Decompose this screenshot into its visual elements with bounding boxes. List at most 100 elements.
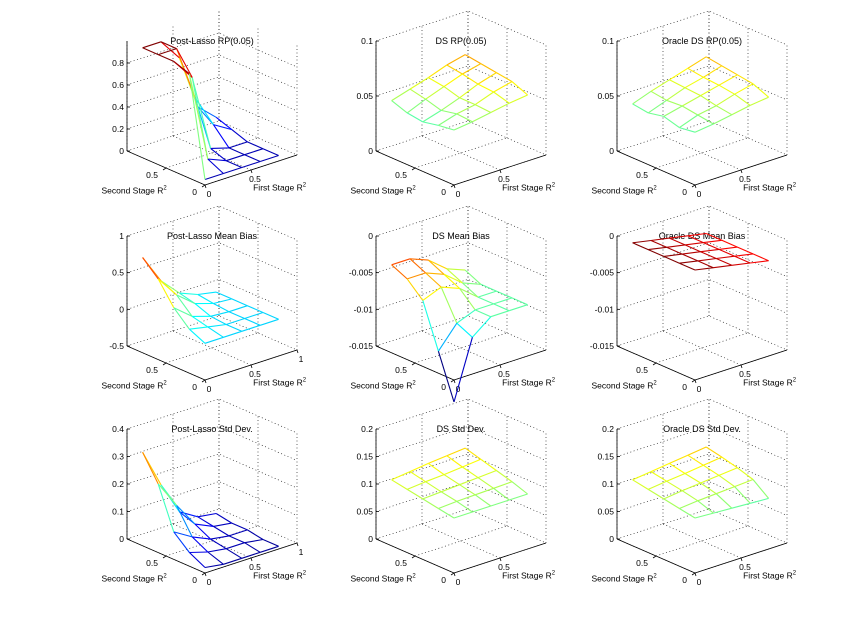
mesh-segment [425, 98, 442, 111]
mesh-segment [459, 97, 476, 106]
x-tick [204, 572, 207, 577]
mesh-segment [681, 105, 699, 116]
mesh-segment [477, 296, 494, 305]
mesh-segment [244, 148, 264, 156]
x-tick [453, 379, 456, 384]
y-axis-label: Second Stage R2 [101, 185, 167, 195]
y-axis-label: Second Stage R2 [591, 573, 657, 583]
mesh-segment [663, 498, 680, 509]
surface-mesh [391, 54, 528, 131]
mesh-segment [428, 455, 448, 464]
mesh-segment [650, 239, 667, 248]
mesh-segment [632, 90, 652, 105]
mesh-segment [493, 487, 510, 501]
mesh-segment [443, 86, 460, 99]
mesh-segment [406, 278, 424, 301]
mesh-segment [244, 317, 261, 326]
x-axis-label: First Stage R2 [253, 571, 307, 581]
mesh-segment [262, 311, 279, 320]
mesh-segment [406, 98, 426, 114]
mesh-segment [464, 54, 482, 65]
mesh-segment [453, 337, 473, 403]
mesh-segment [176, 505, 193, 538]
y-tick-label: 0.5 [395, 170, 407, 180]
y-tick [411, 555, 416, 559]
mesh-segment [194, 523, 214, 527]
mesh-segment [446, 447, 466, 457]
mesh-segment [176, 48, 193, 78]
mesh-segment [215, 291, 233, 300]
mesh-segment [409, 88, 426, 100]
mesh-segment [409, 258, 426, 274]
mesh-segment [425, 272, 445, 275]
x-tick [740, 557, 743, 562]
mesh-segment [632, 242, 649, 251]
mesh-segment [687, 454, 704, 466]
mesh-segment [474, 309, 492, 318]
mesh-segment [684, 87, 701, 97]
mesh-segment [192, 536, 211, 540]
mesh-segment [228, 535, 245, 544]
mesh-segment [456, 500, 473, 513]
x-axis-label: First Stage R2 [743, 571, 797, 581]
z-tick-label: 0.4 [112, 424, 124, 434]
mesh-segment [681, 490, 699, 502]
mesh-segment [210, 538, 227, 550]
y-tick [411, 362, 416, 366]
mesh-segment [663, 115, 680, 129]
mesh-segment [681, 482, 701, 492]
mesh-segment [477, 290, 497, 298]
mesh-segment [228, 147, 245, 156]
x-tick [296, 542, 299, 547]
mesh-segment [731, 104, 751, 116]
mesh-segment [464, 269, 482, 285]
mesh-segment [666, 99, 683, 107]
mesh-segment [700, 95, 717, 107]
mesh-segment [737, 246, 754, 255]
mesh-segment [407, 272, 426, 280]
mesh-segment [749, 96, 769, 106]
y-tick [162, 555, 167, 559]
x-axis-label-exponent: 2 [303, 378, 307, 384]
mesh-segment [694, 267, 714, 271]
x-axis-label-exponent: 2 [303, 183, 307, 189]
mesh-segment [700, 248, 720, 253]
mesh-segment [697, 257, 717, 262]
mesh-segment [705, 446, 723, 458]
mesh-segment [666, 472, 686, 482]
mesh-segment [697, 105, 717, 116]
mesh-segment [703, 76, 720, 86]
z-tick-label: -0.5 [109, 341, 124, 351]
y-axis-label-text: Second Stage R [101, 573, 163, 583]
mesh-segment [716, 486, 735, 495]
mesh-segment [247, 141, 264, 150]
mesh-segment [705, 56, 723, 67]
mesh-segment [225, 548, 243, 559]
surface-mesh [391, 258, 528, 403]
mesh-segment [462, 73, 479, 85]
z-tick-label: -0.015 [590, 341, 614, 351]
surface-mesh [632, 56, 769, 133]
y-tick-label: 0.5 [146, 365, 158, 375]
mesh-segment [213, 298, 232, 305]
mesh-segment [443, 273, 460, 289]
y-tick [450, 572, 455, 576]
z-tick-label: -0.01 [354, 304, 374, 314]
mesh-segment [679, 114, 699, 129]
mesh-segment [713, 507, 732, 514]
mesh-segment [453, 511, 473, 519]
mesh-segment [459, 287, 479, 298]
x-tick [499, 557, 502, 562]
mesh-segment [474, 494, 492, 507]
mesh-segment [210, 315, 227, 325]
mesh-segment [173, 531, 190, 553]
surface-mesh [142, 257, 279, 344]
y-tick-label: 0 [192, 575, 197, 585]
mesh-segment [734, 486, 751, 504]
panel-title: Post-Lasso RP(0.05) [170, 36, 254, 46]
mesh-segment [703, 239, 722, 244]
mesh-segment [477, 72, 497, 85]
mesh-segment [191, 77, 212, 149]
